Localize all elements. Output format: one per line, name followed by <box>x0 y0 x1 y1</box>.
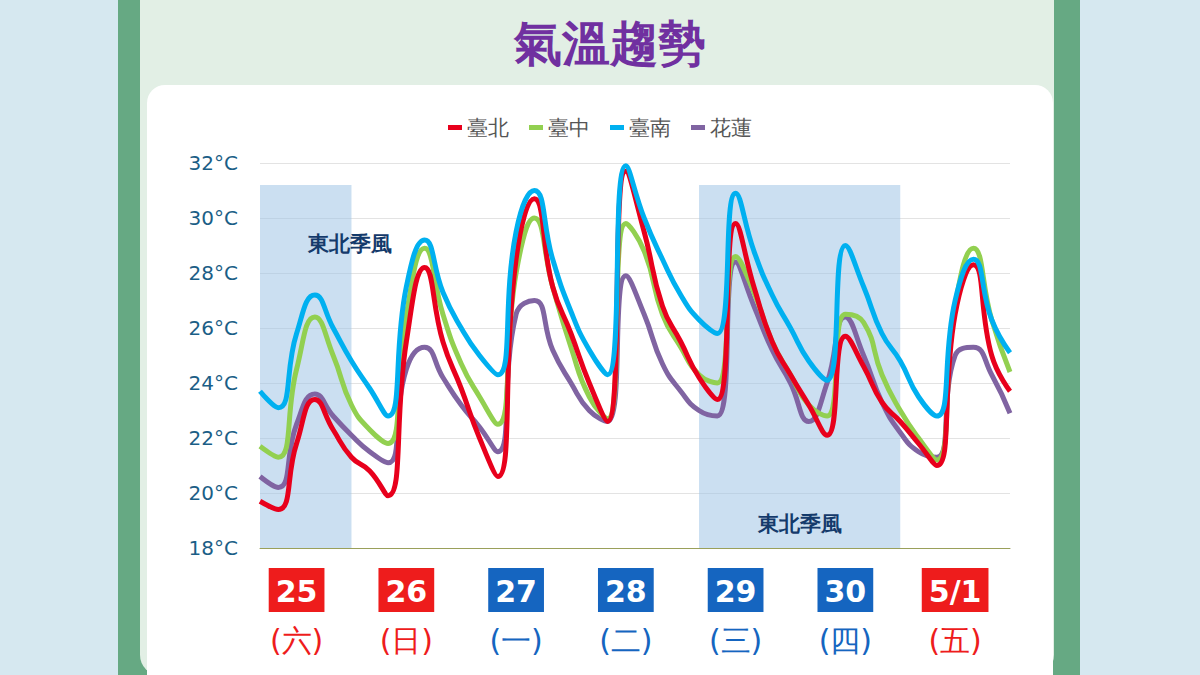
svg-text:臺南: 臺南 <box>629 116 671 140</box>
svg-text:氣溫趨勢: 氣溫趨勢 <box>513 15 706 71</box>
svg-text:臺中: 臺中 <box>548 116 590 140</box>
svg-text:(五): (五) <box>928 623 981 658</box>
svg-text:東北季風: 東北季風 <box>757 512 842 536</box>
svg-text:(日): (日) <box>380 623 433 658</box>
svg-text:(一): (一) <box>489 623 542 658</box>
svg-text:22°C: 22°C <box>189 426 238 450</box>
svg-text:30°C: 30°C <box>189 206 238 230</box>
svg-text:臺北: 臺北 <box>467 116 509 140</box>
svg-text:(六): (六) <box>270 623 323 658</box>
svg-text:18°C: 18°C <box>189 536 238 560</box>
svg-text:26°C: 26°C <box>189 316 238 340</box>
svg-text:(四): (四) <box>819 623 872 658</box>
svg-text:5/1: 5/1 <box>929 574 982 609</box>
svg-text:28: 28 <box>605 574 647 609</box>
svg-text:東北季風: 東北季風 <box>307 232 392 256</box>
svg-text:24°C: 24°C <box>189 371 238 395</box>
svg-text:29: 29 <box>715 574 757 609</box>
svg-text:(三): (三) <box>709 623 762 658</box>
svg-text:27: 27 <box>495 574 537 609</box>
svg-text:30: 30 <box>824 574 866 609</box>
svg-text:(二): (二) <box>599 623 652 658</box>
svg-text:28°C: 28°C <box>189 261 238 285</box>
svg-text:25: 25 <box>276 574 318 609</box>
svg-text:32°C: 32°C <box>189 151 238 175</box>
svg-text:花蓮: 花蓮 <box>710 116 752 140</box>
svg-text:26: 26 <box>385 574 427 609</box>
svg-text:20°C: 20°C <box>189 481 238 505</box>
